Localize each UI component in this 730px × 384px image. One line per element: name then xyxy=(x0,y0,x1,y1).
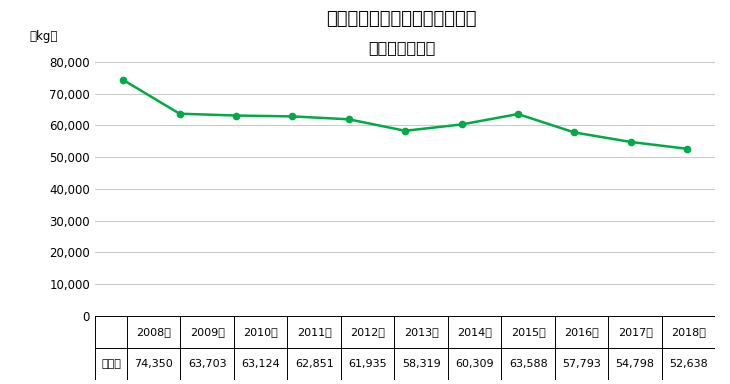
Text: （kg）: （kg） xyxy=(30,30,58,43)
Text: 63,588: 63,588 xyxy=(509,359,548,369)
Text: 歯科鋳造用金銀パラジウム合金: 歯科鋳造用金銀パラジウム合金 xyxy=(326,10,477,28)
Text: （国内出荷量）: （国内出荷量） xyxy=(368,40,435,55)
Text: 54,798: 54,798 xyxy=(615,359,655,369)
Text: 2017年: 2017年 xyxy=(618,327,653,337)
Text: 2010年: 2010年 xyxy=(243,327,278,337)
Text: 62,851: 62,851 xyxy=(295,359,334,369)
Text: 2014年: 2014年 xyxy=(457,327,492,337)
Text: 74,350: 74,350 xyxy=(134,359,173,369)
Text: 52,638: 52,638 xyxy=(669,359,708,369)
Text: 2008年: 2008年 xyxy=(137,327,171,337)
Text: 2013年: 2013年 xyxy=(404,327,439,337)
Text: 60,309: 60,309 xyxy=(456,359,494,369)
Text: 2011年: 2011年 xyxy=(297,327,331,337)
Text: 61,935: 61,935 xyxy=(348,359,387,369)
Text: 58,319: 58,319 xyxy=(402,359,441,369)
Text: 57,793: 57,793 xyxy=(562,359,601,369)
Text: 2016年: 2016年 xyxy=(564,327,599,337)
Text: 2009年: 2009年 xyxy=(190,327,225,337)
Text: 2012年: 2012年 xyxy=(350,327,385,337)
Text: 63,703: 63,703 xyxy=(188,359,226,369)
Text: 2018年: 2018年 xyxy=(671,327,706,337)
Text: 2015年: 2015年 xyxy=(511,327,545,337)
Text: 金パラ: 金パラ xyxy=(101,359,121,369)
Text: 63,124: 63,124 xyxy=(242,359,280,369)
